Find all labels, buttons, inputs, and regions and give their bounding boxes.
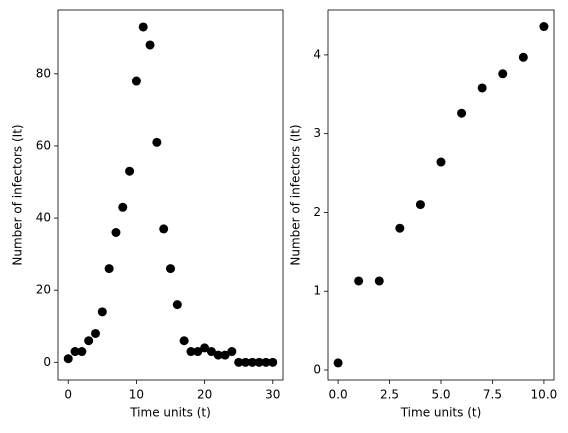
y-tick-label: 0 — [43, 355, 51, 369]
y-tick-label: 0 — [313, 362, 321, 376]
x-tick-label: 5.0 — [431, 388, 450, 402]
point — [111, 228, 121, 238]
point — [179, 336, 189, 346]
point — [145, 40, 155, 50]
point — [77, 347, 87, 357]
x-tick-label: 0.0 — [329, 388, 348, 402]
point — [374, 276, 384, 286]
point — [166, 264, 175, 274]
point — [415, 200, 425, 210]
point — [227, 347, 237, 357]
x-axis-label: Time units (t) — [400, 406, 482, 420]
y-tick-label: 1 — [313, 284, 321, 298]
x-tick-label: 2.5 — [380, 388, 399, 402]
point — [220, 350, 230, 360]
point — [247, 357, 257, 367]
y-tick-label: 60 — [36, 138, 51, 152]
axes-frame — [327, 9, 555, 381]
point — [234, 357, 244, 367]
point — [457, 108, 467, 118]
point — [436, 157, 446, 167]
point — [200, 343, 210, 353]
y-tick-label: 2 — [313, 205, 321, 219]
y-tick-label: 3 — [313, 126, 321, 140]
point — [152, 137, 162, 147]
y-axis-label: Number of infectors (It) — [289, 124, 303, 265]
point — [104, 264, 114, 274]
x-tick-label: 20 — [197, 388, 212, 402]
y-tick-label: 4 — [313, 47, 321, 61]
point — [261, 357, 271, 367]
point — [539, 22, 549, 32]
y-tick-label: 40 — [36, 211, 51, 225]
axes-frame — [57, 9, 284, 381]
point — [395, 223, 405, 233]
x-tick-label: 0 — [64, 388, 72, 402]
x-tick-label: 10 — [129, 388, 144, 402]
y-tick-label: 20 — [36, 283, 51, 297]
x-tick-label: 10.0 — [531, 388, 558, 402]
point — [91, 328, 100, 338]
point — [518, 52, 528, 62]
point — [477, 83, 487, 93]
point — [241, 357, 250, 367]
point — [498, 69, 508, 79]
y-axis-label: Number of infectors (It) — [11, 124, 25, 265]
point — [125, 166, 135, 176]
point — [206, 347, 216, 357]
point — [193, 347, 203, 357]
x-tick-label: 30 — [265, 388, 280, 402]
x-tick-label: 7.5 — [483, 388, 502, 402]
point — [138, 22, 148, 32]
point — [354, 276, 364, 286]
point — [70, 347, 80, 357]
point — [186, 347, 196, 357]
x-axis-label: Time units (t) — [129, 406, 211, 420]
point — [254, 357, 264, 367]
point — [333, 358, 343, 368]
point — [159, 224, 169, 234]
point — [118, 202, 128, 212]
point — [268, 357, 278, 367]
point — [63, 354, 73, 364]
point — [213, 350, 223, 360]
point — [172, 300, 182, 310]
point — [97, 307, 107, 317]
point — [84, 336, 94, 346]
y-tick-label: 80 — [36, 66, 51, 80]
point — [131, 76, 141, 86]
